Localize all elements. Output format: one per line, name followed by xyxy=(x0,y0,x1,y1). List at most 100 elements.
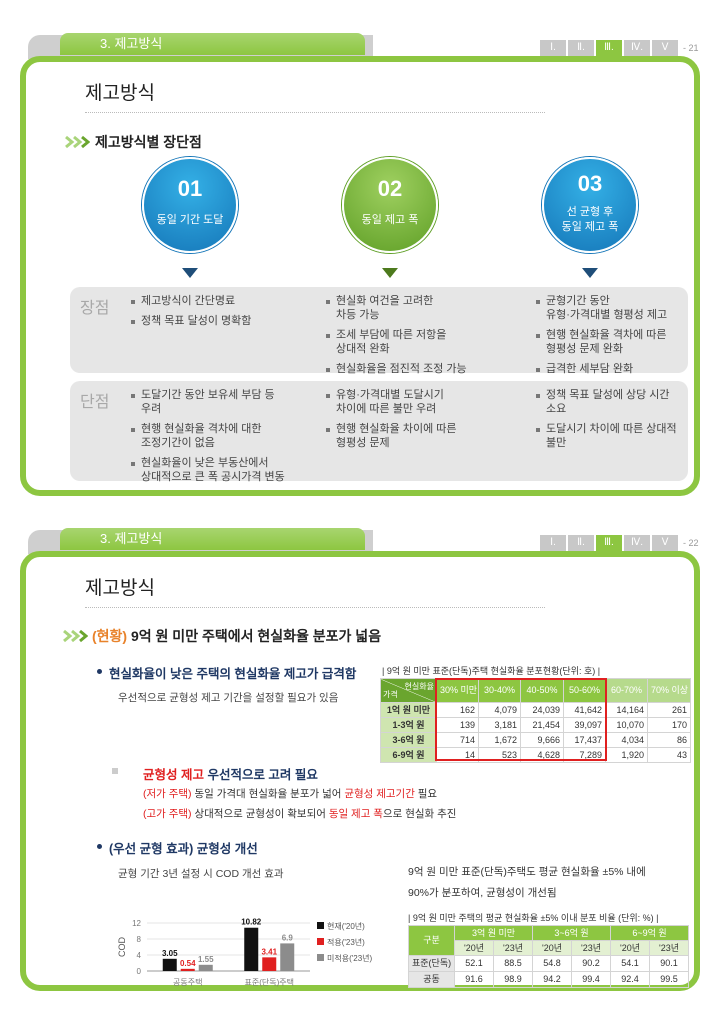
section-label: 3. 제고방식 xyxy=(100,36,163,51)
callout-line: (고가 주택) 상대적으로 균형성이 확보되어 동일 제고 폭으로 현실화 추진 xyxy=(143,806,456,821)
table-row: 표준(단독) 52.1 88.5 54.8 90.2 54.1 90.1 xyxy=(408,955,690,972)
nav-box: Ⅰ. xyxy=(540,535,566,551)
cell: 1,920 xyxy=(605,747,648,763)
cell: 43 xyxy=(647,747,691,763)
legend-swatch xyxy=(317,922,324,929)
subheader: '23년 xyxy=(492,940,534,956)
nav-box: Ⅴ xyxy=(652,535,678,551)
cell: 54.1 xyxy=(610,955,651,972)
row-label: 장점 xyxy=(80,300,110,317)
chevron xyxy=(73,135,83,149)
y-tick-label: 8 xyxy=(137,935,142,944)
bar xyxy=(162,958,177,971)
cell: 4,034 xyxy=(605,732,648,748)
bar xyxy=(198,964,213,971)
nav-box: Ⅲ. xyxy=(596,535,622,551)
method-label: 동일 기간 도달 xyxy=(156,214,224,226)
cell: 91.6 xyxy=(454,971,494,988)
chevron xyxy=(65,135,75,149)
bullet-list: 정책 목표 달성에 상당 시간 소요 도달시기 차이에 따른 상대적 불만 xyxy=(535,388,685,456)
nav-box: Ⅳ. xyxy=(624,535,650,551)
subheader: '20년 xyxy=(454,940,494,956)
section-label: 3. 제고방식 xyxy=(100,531,163,546)
text-segment: 으로 현실화 추진 xyxy=(382,808,457,820)
y-tick-label: 12 xyxy=(132,919,141,928)
bullet: 제고방식이 간단명료 xyxy=(130,294,320,308)
section-tab: 3. 제고방식 xyxy=(60,528,365,550)
cod-chart: 0 4 8 12 COD 공동주택 3.050.54 1.55 표준(단독)주택 10.82 3.4… xyxy=(117,918,373,987)
bullet: 현행 현실화율 차이에 따른 형평성 문제 xyxy=(325,422,525,450)
method-circle: 03 선 균형 후 동일 제고 폭 xyxy=(542,157,638,253)
pointer xyxy=(582,268,598,278)
nav-box: Ⅳ. xyxy=(624,40,650,56)
text-segment: (고가 주택) xyxy=(143,808,192,820)
chevron xyxy=(79,629,88,643)
chevrons xyxy=(63,629,88,643)
header-row: 구분 3억 원 미만 3~6억 원 6~9억 원 xyxy=(408,925,690,956)
row-label: 1억 원 미만 xyxy=(380,702,437,718)
header-row: 현실화율 가격 30% 미만 30-40% 40-50% 50-60% 60-70% 70% … xyxy=(380,678,691,703)
data-label: 6.9 xyxy=(282,933,294,942)
title-rule xyxy=(85,607,545,608)
corner-top: 현실화율 xyxy=(404,682,434,691)
method-number: 02 xyxy=(377,176,403,201)
text-segment: (저가 주택) xyxy=(143,788,192,800)
summary: 9억 원 미만 표준(단독)주택도 평균 현실화율 ±5% 내에 90%가 분포… xyxy=(408,866,646,899)
subheader: '20년 xyxy=(610,940,651,956)
column-header: 30-40% xyxy=(478,678,521,703)
column-header: 40-50% xyxy=(520,678,564,703)
heading-tag: (현황) xyxy=(92,628,128,644)
chevron xyxy=(81,135,90,149)
bullet: 현행 현실화율 격차에 대한 조정기간이 없음 xyxy=(130,422,320,450)
legend-label: 적용('23년) xyxy=(327,937,365,947)
text-segment: 상대적으로 균형성이 확보되어 xyxy=(191,808,329,820)
row-label: 표준(단독) xyxy=(408,955,455,972)
text-segment: 균형성 제고기간 xyxy=(344,788,415,800)
method-circle: 01 동일 기간 도달 xyxy=(142,157,238,253)
callout-marker xyxy=(112,768,118,774)
page-number: - 21 xyxy=(683,43,699,53)
cell: 99.4 xyxy=(571,971,612,988)
cell: 54.8 xyxy=(532,955,573,972)
cell: 90.2 xyxy=(571,955,612,972)
table-row: 1억 원 미만 162 4,079 24,039 41,642 14,164 261 xyxy=(380,702,691,718)
data-label: 3.41 xyxy=(261,947,277,956)
section-tab: 3. 제고방식 xyxy=(60,33,365,55)
nav-box: Ⅰ. xyxy=(540,40,566,56)
legend-swatch xyxy=(317,954,324,961)
pointer xyxy=(382,268,398,278)
heading-text: 9억 원 미만 주택에서 현실화율 분포가 넓음 xyxy=(130,628,382,644)
slide-title: 제고방식 xyxy=(85,578,155,599)
chevron xyxy=(63,629,73,643)
legend-label: 현재('20년) xyxy=(327,921,365,931)
table-row: 공동 91.6 98.9 94.2 99.4 92.4 99.5 xyxy=(408,971,690,988)
subheader-row: '20년 '23년 '20년 '23년 '20년 '23년 xyxy=(409,940,690,956)
bullet-list: 제고방식이 간단명료 정책 목표 달성이 명확함 xyxy=(130,294,320,334)
chart-caption: 균형 기간 3년 설정 시 COD 개선 효과 xyxy=(118,868,284,880)
bullet: 현실화율을 점진적 조정 가능 xyxy=(325,362,525,376)
corner-cell: 구분 xyxy=(408,925,455,956)
legend-label: 미적용('23년) xyxy=(327,953,373,963)
bullet: 조세 부담에 따른 저항을 상대적 완화 xyxy=(325,328,525,356)
bullet-list: 현실화 여건을 고려한 차등 가능 조세 부담에 따른 저항을 상대적 완화 현실화… xyxy=(325,294,525,382)
y-axis-label: COD xyxy=(117,937,127,958)
text-segment: 동일 가격대 현실화율 분포가 넓어 xyxy=(191,788,345,800)
bullet: 도달기간 동안 보유세 부담 등 우려 xyxy=(130,388,320,416)
bullet: 급격한 세부담 완화 xyxy=(535,362,685,376)
nav-box: Ⅱ. xyxy=(568,535,594,551)
table-caption: | 9억 원 미만 주택의 평균 현실화율 ±5% 이내 분포 비율 (단위: … xyxy=(408,913,659,923)
data-label: 0.54 xyxy=(180,959,196,968)
method-number: 01 xyxy=(177,176,203,201)
distribution-table: 현실화율 가격 30% 미만 30-40% 40-50% 50-60% 60-70% 70% … xyxy=(380,678,691,763)
table-caption: | 9억 원 미만 표준(단독)주택 현실화율 분포현황(단위: 호) | xyxy=(382,666,601,676)
cell: 92.4 xyxy=(610,971,651,988)
bullet: 유형·가격대별 도달시기 차이에 따른 불만 우려 xyxy=(325,388,525,416)
method-number: 03 xyxy=(577,171,603,196)
bullet: 현실화율이 낮은 부동산에서 상대적으로 큰 폭 공시가격 변동 xyxy=(130,456,320,484)
text-segment: 균형성 제고 xyxy=(143,768,204,782)
group-header: 3~6억 원 xyxy=(532,925,612,941)
highlight-box xyxy=(435,678,607,761)
method-circle: 02 동일 제고 폭 xyxy=(342,157,438,253)
